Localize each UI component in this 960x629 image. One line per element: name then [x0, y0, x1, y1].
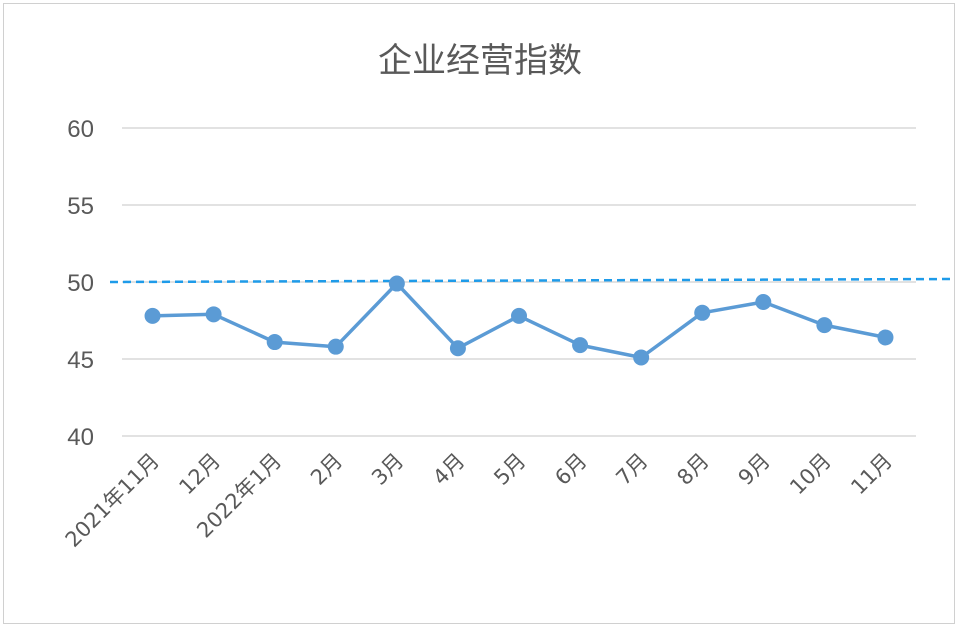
x-tick-label: 10月 — [785, 449, 836, 500]
x-tick-label: 4月 — [428, 449, 469, 490]
y-tick-label: 50 — [67, 270, 94, 297]
y-tick-label: 45 — [67, 347, 94, 374]
y-tick-label: 60 — [67, 116, 94, 143]
data-point — [572, 337, 589, 354]
data-point — [755, 294, 772, 311]
chart-title: 企业经营指数 — [378, 41, 582, 81]
data-point — [205, 306, 222, 323]
data-point — [633, 349, 650, 366]
x-tick-label: 2月 — [306, 449, 347, 490]
data-point — [266, 334, 283, 351]
y-tick-label: 55 — [67, 193, 94, 220]
x-tick-label: 7月 — [611, 449, 652, 490]
x-tick-label: 3月 — [367, 449, 408, 490]
y-axis-tick-labels: 40 45 50 55 60 — [67, 116, 94, 451]
data-point — [694, 304, 711, 321]
x-tick-label: 12月 — [174, 449, 225, 500]
y-tick-label: 40 — [67, 424, 94, 451]
data-point — [511, 307, 527, 324]
data-point — [144, 307, 161, 324]
data-point — [388, 275, 405, 292]
x-tick-label: 9月 — [734, 449, 775, 490]
x-tick-label: 5月 — [489, 449, 530, 490]
x-tick-label: 8月 — [672, 449, 713, 490]
x-tick-label: 6月 — [550, 449, 591, 490]
x-tick-label: 2021年11月 — [61, 449, 164, 552]
reference-line-group — [109, 277, 956, 284]
data-point — [816, 317, 833, 334]
data-point — [877, 329, 894, 346]
reference-line — [109, 277, 956, 284]
x-tick-label: 11月 — [846, 449, 897, 500]
data-point — [449, 340, 466, 357]
data-point — [327, 338, 344, 355]
series-group — [144, 275, 894, 366]
